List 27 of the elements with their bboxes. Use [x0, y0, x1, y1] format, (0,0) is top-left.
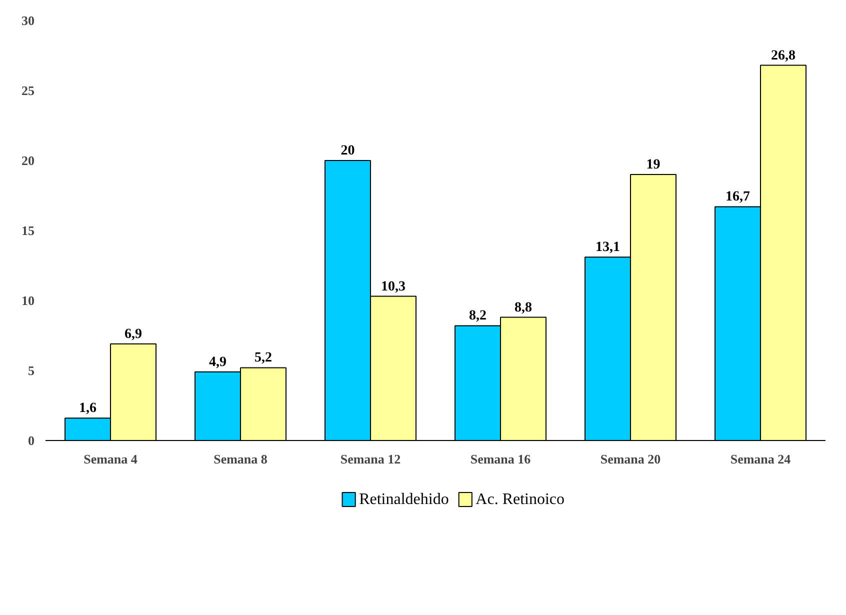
- x-tick-label: Semana 4: [84, 452, 138, 466]
- legend-label: Retinaldehido: [359, 491, 449, 508]
- y-tick-label: 5: [28, 363, 35, 378]
- data-label: 1,6: [79, 401, 96, 416]
- y-tick-label: 0: [28, 433, 34, 448]
- data-label: 26,8: [771, 48, 796, 64]
- data-label: 4,9: [209, 354, 226, 370]
- x-tick-label: Semana 12: [340, 452, 401, 466]
- data-label: 20: [340, 144, 355, 158]
- y-tick-label: 20: [22, 153, 34, 168]
- y-tick-label: 15: [22, 223, 35, 238]
- y-tick-label: 25: [22, 83, 35, 98]
- data-label: 8,8: [514, 300, 532, 316]
- legend-label: Ac. Retinoico: [476, 491, 565, 508]
- y-tick-label: 10: [22, 293, 34, 308]
- data-label: 8,2: [469, 308, 486, 324]
- data-label: 10,3: [381, 279, 406, 294]
- data-label: 19: [646, 158, 660, 172]
- x-tick-label: Semana 8: [214, 452, 268, 466]
- y-tick-label: 30: [22, 13, 34, 28]
- x-tick-label: Semana 20: [600, 452, 661, 466]
- x-tick-label: Semana 24: [730, 452, 792, 466]
- data-label: 16,7: [726, 190, 750, 205]
- data-label: 13,1: [596, 240, 620, 256]
- data-label: 5,2: [254, 350, 272, 366]
- data-label: 6,9: [124, 326, 142, 342]
- x-tick-label: Semana 16: [470, 452, 532, 466]
